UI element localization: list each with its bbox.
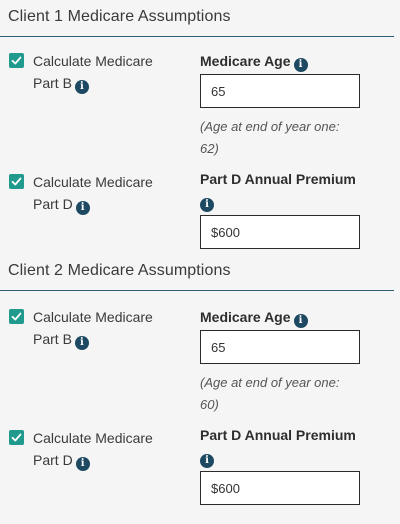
age-note: (Age at end of year one: 62) (200, 116, 385, 160)
checkbox-label-line1: Calculate Medicare (33, 309, 153, 325)
medicare-age-input[interactable] (200, 74, 360, 108)
section-title: Client 2 Medicare Assumptions (8, 262, 231, 279)
part-d-checkbox[interactable] (9, 174, 24, 189)
part-b-checkbox[interactable] (9, 53, 24, 68)
checkmark-icon (11, 312, 22, 321)
section-title: Client 1 Medicare Assumptions (8, 8, 231, 25)
checkmark-icon (11, 177, 22, 186)
note-line2: 62) (200, 141, 219, 156)
field-label-text: Medicare Age (200, 309, 291, 325)
note-line2: 60) (200, 397, 219, 412)
checkbox-label-line1: Calculate Medicare (33, 430, 153, 446)
section-divider (0, 36, 394, 37)
part-d-premium-label: Part D Annual Premium i (200, 168, 390, 212)
checkbox-label-line2: Part B (33, 75, 72, 91)
checkbox-label-line2: Part D (33, 452, 73, 468)
age-note: (Age at end of year one: 60) (200, 372, 385, 416)
field-label-text: Part D Annual Premium (200, 427, 356, 443)
part-b-checkbox[interactable] (9, 309, 24, 324)
info-icon[interactable]: i (75, 457, 90, 471)
info-icon[interactable]: i (75, 201, 90, 215)
info-icon[interactable]: i (74, 336, 89, 350)
checkbox-label-line1: Calculate Medicare (33, 53, 153, 69)
field-label-text: Medicare Age (200, 53, 291, 69)
part-d-checkbox[interactable] (9, 430, 24, 445)
info-icon[interactable]: i (200, 454, 214, 468)
medicare-age-label: Medicare Age i (200, 306, 390, 328)
field-label-text: Part D Annual Premium (200, 171, 356, 187)
info-icon[interactable]: i (293, 314, 308, 328)
checkbox-label-line2: Part B (33, 331, 72, 347)
client-2-section: Client 2 Medicare Assumptions Calculate … (0, 254, 400, 524)
checkbox-label-line2: Part D (33, 196, 73, 212)
part-d-premium-input[interactable] (200, 471, 360, 505)
checkmark-icon (11, 433, 22, 442)
client-1-section: Client 1 Medicare Assumptions Calculate … (0, 0, 400, 256)
section-divider (0, 290, 394, 291)
checkmark-icon (11, 56, 22, 65)
info-icon[interactable]: i (293, 58, 308, 72)
note-line1: (Age at end of year one: (200, 119, 340, 134)
info-icon[interactable]: i (200, 198, 214, 212)
medicare-age-label: Medicare Age i (200, 50, 390, 72)
medicare-age-input[interactable] (200, 330, 360, 364)
part-d-premium-input[interactable] (200, 215, 360, 249)
part-d-premium-label: Part D Annual Premium i (200, 424, 390, 468)
note-line1: (Age at end of year one: (200, 375, 340, 390)
info-icon[interactable]: i (74, 80, 89, 94)
checkbox-label-line1: Calculate Medicare (33, 174, 153, 190)
